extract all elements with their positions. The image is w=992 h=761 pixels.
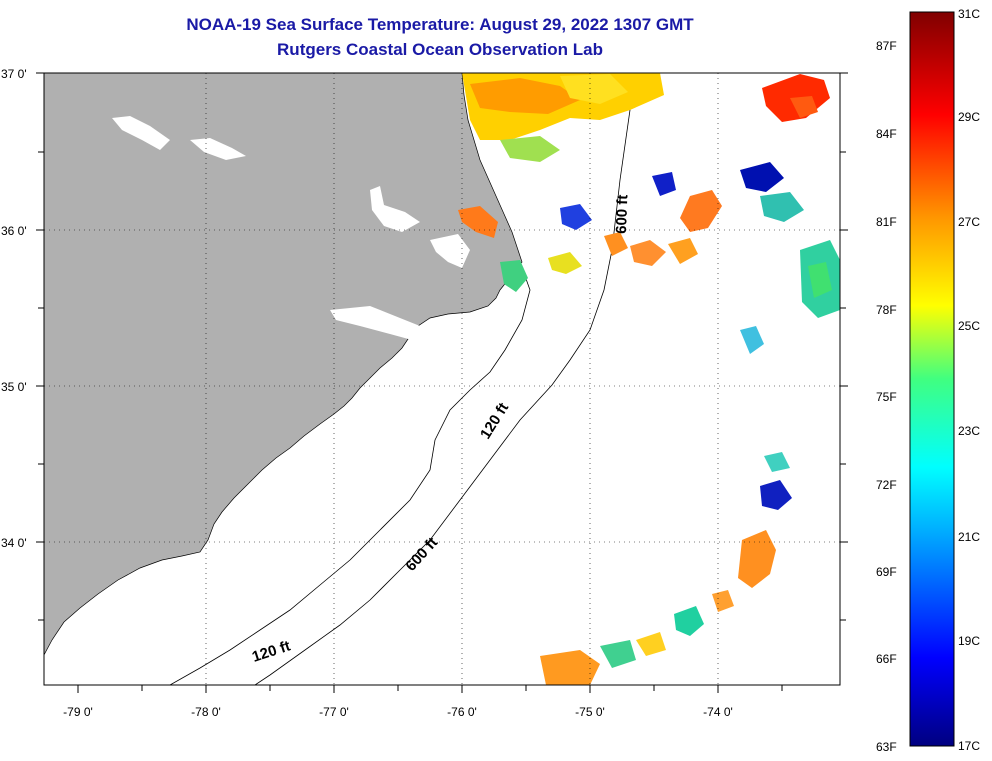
lon-label: -78 0' [191, 705, 221, 719]
lat-label: 36 0' [1, 224, 27, 238]
map-title: NOAA-19 Sea Surface Temperature: August … [186, 15, 694, 34]
colorbar-c-label: 25C [958, 319, 980, 333]
inland-water [430, 234, 470, 268]
colorbar-f-label: 81F [876, 215, 897, 229]
inland-water [330, 306, 420, 340]
contour-120ft [169, 261, 531, 685]
colorbar-f-label: 87F [876, 39, 897, 53]
inland-water [112, 116, 170, 150]
colorbar-c-label: 17C [958, 739, 980, 753]
colorbar-c-label: 27C [958, 215, 980, 229]
colorbar-f-label: 69F [876, 565, 897, 579]
lon-label: -77 0' [319, 705, 349, 719]
inland-water [190, 138, 246, 160]
lat-label: 37 0' [1, 67, 27, 81]
colorbar-f-label: 78F [876, 303, 897, 317]
colorbar-c-label: 31C [958, 7, 980, 21]
lon-label: -76 0' [447, 705, 477, 719]
contour-600ft [254, 95, 633, 685]
colorbar-f-label: 84F [876, 127, 897, 141]
ticks [36, 72, 848, 693]
colorbar-f-label: 66F [876, 652, 897, 666]
inland-water [370, 186, 420, 232]
colorbar-c-label: 21C [958, 530, 980, 544]
lon-label: -75 0' [575, 705, 605, 719]
inland-water [372, 374, 404, 396]
colorbar-c-label: 23C [958, 424, 980, 438]
lon-label: -79 0' [63, 705, 93, 719]
contour-label: 600 ft [613, 194, 631, 234]
colorbar-f-label: 75F [876, 390, 897, 404]
map-border [43, 72, 841, 686]
colorbar [909, 11, 955, 747]
sst-patches [458, 73, 840, 685]
lat-label: 34 0' [1, 536, 27, 550]
colorbar-c-label: 29C [958, 110, 980, 124]
colorbar-f-label: 63F [876, 740, 897, 754]
map-subtitle: Rutgers Coastal Ocean Observation Lab [277, 40, 603, 59]
graticule [44, 73, 840, 685]
colorbar-c-label: 19C [958, 634, 980, 648]
lat-label: 35 0' [1, 380, 27, 394]
lon-label: -74 0' [703, 705, 733, 719]
colorbar-f-label: 72F [876, 478, 897, 492]
